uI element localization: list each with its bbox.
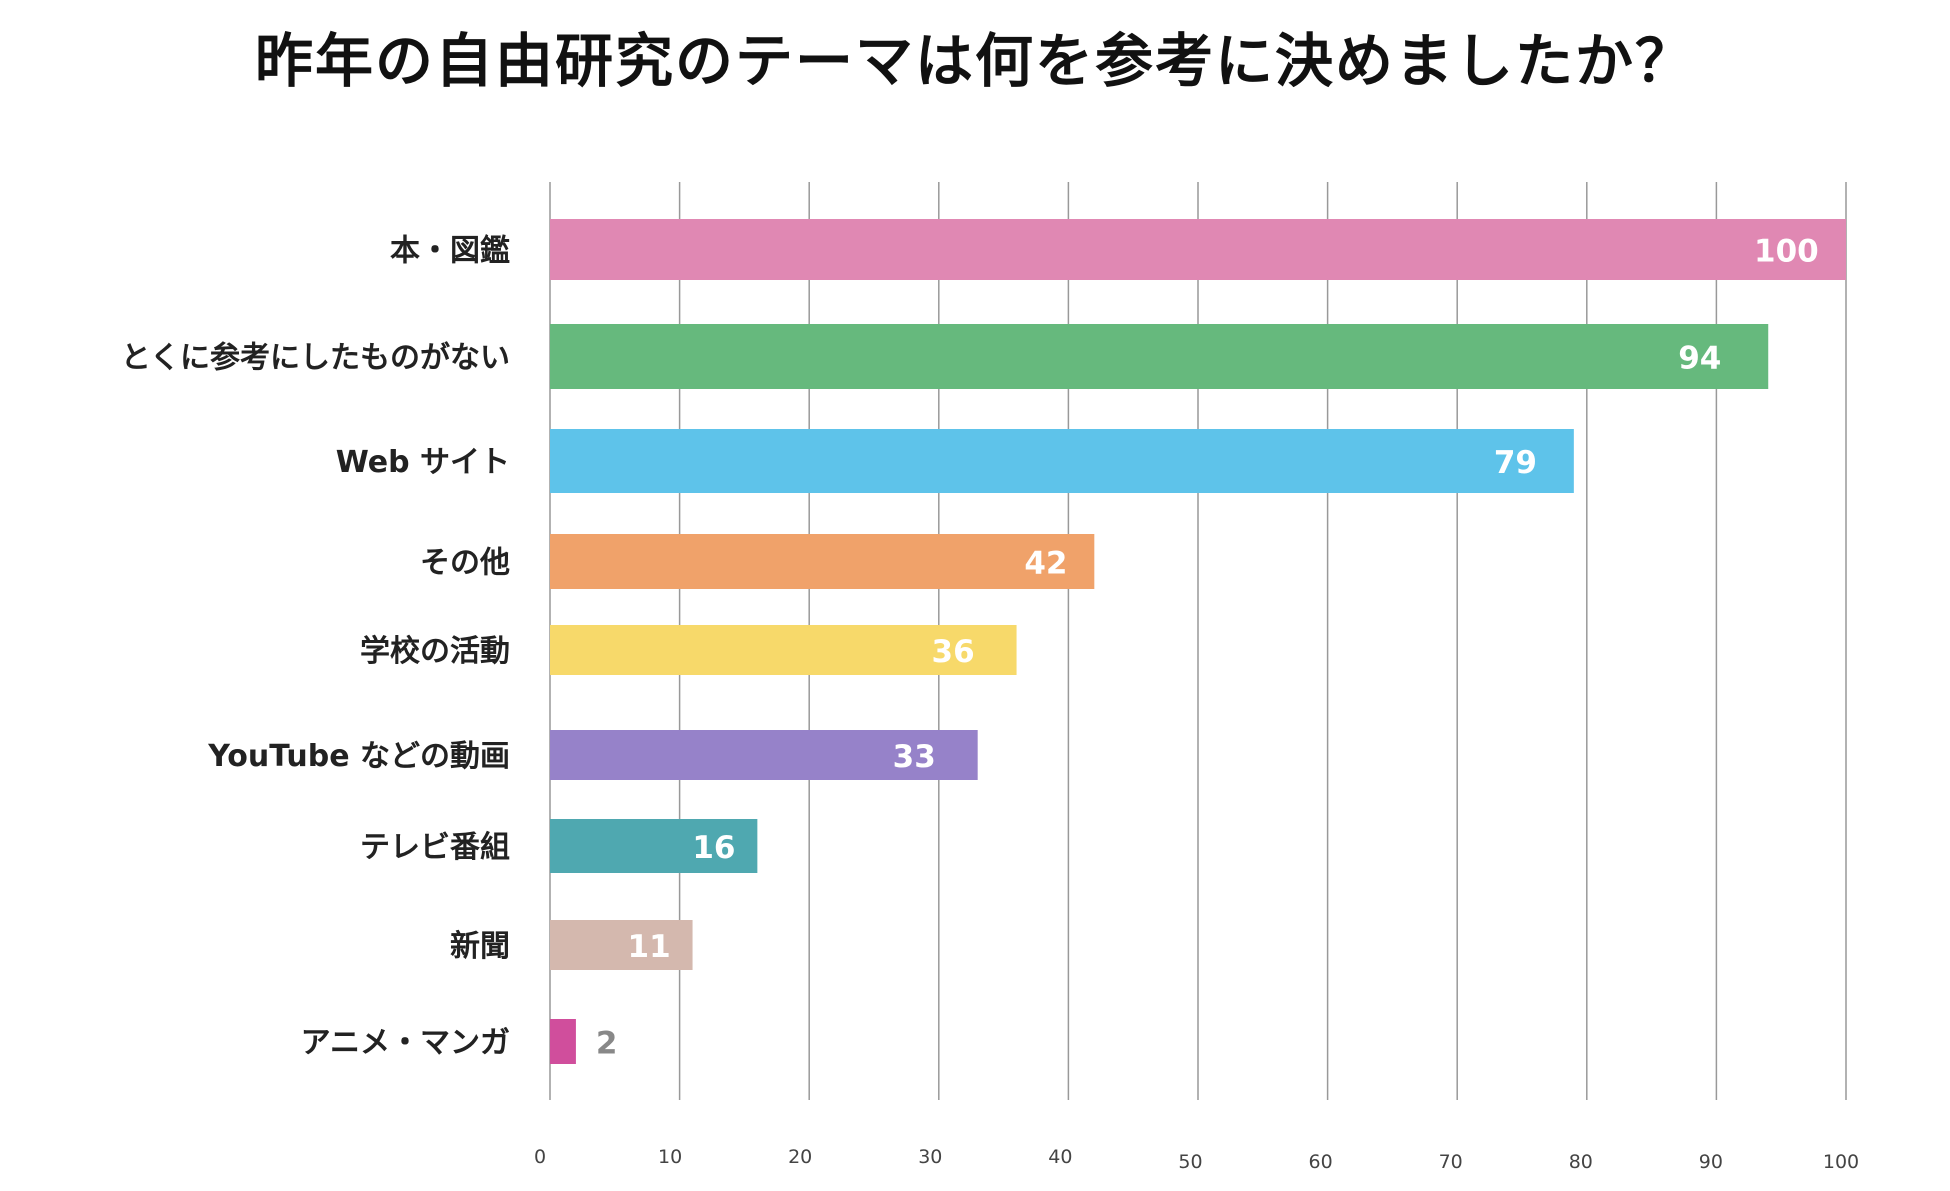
bar bbox=[550, 219, 1846, 280]
value-label: 33 bbox=[893, 739, 936, 775]
bar bbox=[550, 429, 1574, 493]
x-tick-label: 0 bbox=[534, 1146, 546, 1168]
value-label: 94 bbox=[1678, 341, 1721, 377]
category-label: 本・図鑑 bbox=[390, 234, 510, 269]
x-tick-label: 40 bbox=[1048, 1146, 1072, 1168]
bar bbox=[550, 625, 1017, 675]
x-tick-label: 100 bbox=[1823, 1151, 1859, 1173]
bar bbox=[550, 730, 978, 780]
bar bbox=[550, 920, 693, 970]
category-label: その他 bbox=[420, 546, 510, 581]
bar bbox=[550, 1019, 576, 1064]
category-label: Web サイト bbox=[336, 445, 510, 480]
value-label: 79 bbox=[1494, 445, 1537, 481]
x-tick-label: 10 bbox=[658, 1146, 682, 1168]
chart-title: 昨年の自由研究のテーマは何を参考に決めましたか？ bbox=[254, 27, 1695, 95]
x-tick-label: 70 bbox=[1439, 1151, 1463, 1173]
value-label: 16 bbox=[692, 830, 735, 866]
x-tick-label: 60 bbox=[1309, 1151, 1333, 1173]
bar bbox=[550, 534, 1095, 589]
category-label: 新聞 bbox=[450, 929, 510, 964]
category-label: とくに参考にしたものがない bbox=[121, 341, 510, 376]
value-label: 42 bbox=[1024, 546, 1067, 582]
value-label: 100 bbox=[1754, 234, 1819, 270]
x-tick-label: 30 bbox=[918, 1146, 942, 1168]
x-tick-label: 90 bbox=[1699, 1151, 1723, 1173]
category-label: テレビ番組 bbox=[360, 830, 510, 865]
category-label: YouTube などの動画 bbox=[207, 739, 510, 774]
value-label: 36 bbox=[932, 634, 975, 670]
category-label: アニメ・マンガ bbox=[301, 1026, 510, 1061]
x-tick-label: 80 bbox=[1569, 1151, 1593, 1173]
x-tick-label: 20 bbox=[788, 1146, 812, 1168]
category-label: 学校の活動 bbox=[360, 634, 510, 669]
value-label: 11 bbox=[628, 929, 671, 965]
value-label: 2 bbox=[596, 1026, 618, 1062]
bar bbox=[550, 324, 1769, 389]
bar bbox=[550, 819, 758, 873]
x-tick-label: 50 bbox=[1178, 1151, 1202, 1173]
